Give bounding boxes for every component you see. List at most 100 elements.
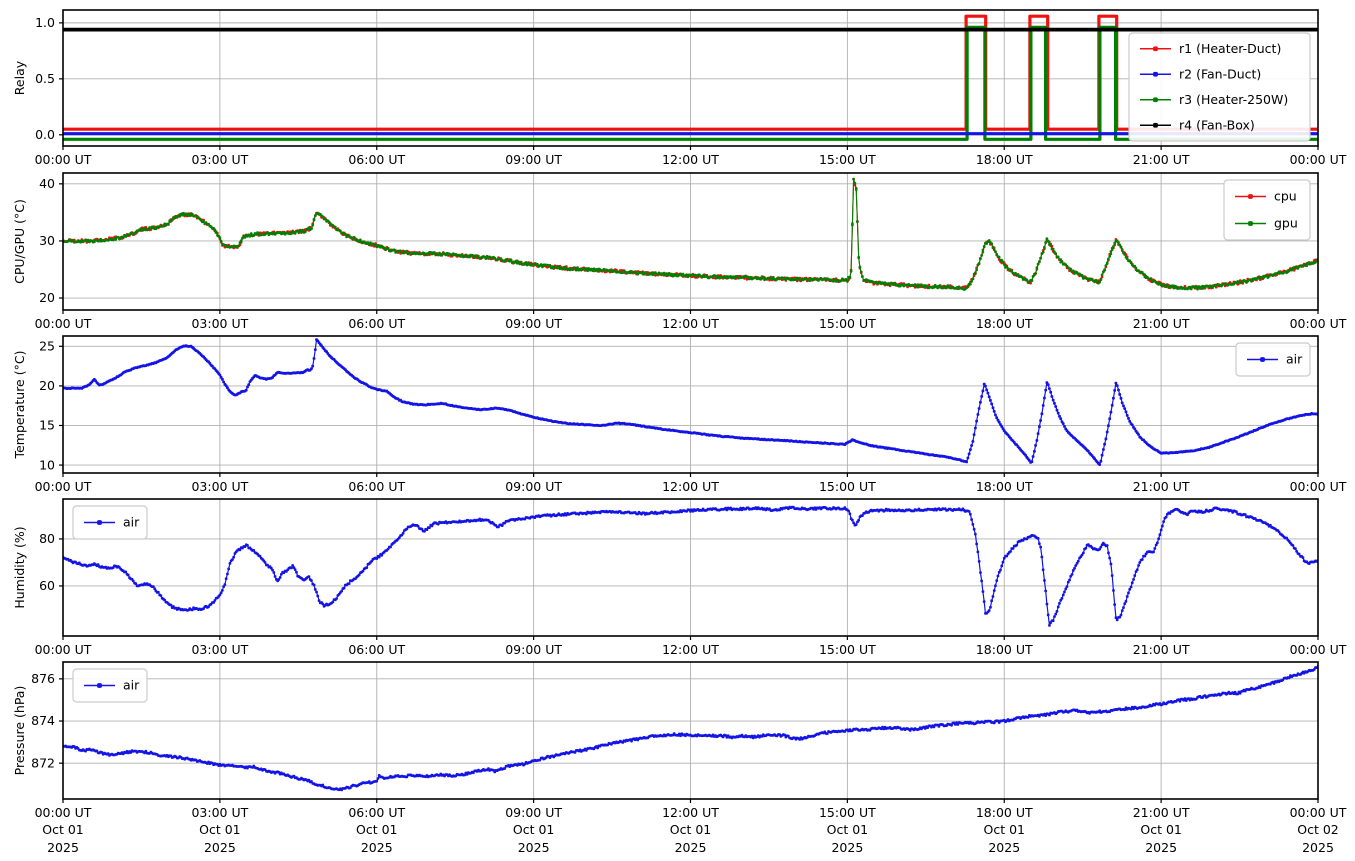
xtick-year-label: 2025 [204, 840, 236, 855]
legend-sample-marker [1153, 46, 1158, 52]
xtick-label: 09:00 UT [505, 479, 562, 494]
xtick-label: 06:00 UT [348, 316, 405, 331]
xtick-year-label: 2025 [361, 840, 393, 855]
xtick-label: 03:00 UT [191, 152, 248, 167]
xtick-year-label: 2025 [47, 840, 79, 855]
xtick-year-label: 2025 [1302, 840, 1334, 855]
xtick-label: 15:00 UT [819, 805, 876, 820]
xtick-year-label: 2025 [831, 840, 863, 855]
xtick-label: 18:00 UT [976, 152, 1033, 167]
ylabel-cpu-gpu: CPU/GPU (°C) [12, 199, 27, 284]
markers-air [63, 338, 1318, 466]
series-group-relay [63, 14, 1318, 141]
legend-label: r2 (Fan-Duct) [1179, 66, 1261, 81]
ylabel-humidity: Humidity (%) [12, 526, 27, 608]
legend-label: gpu [1274, 216, 1298, 231]
trace-r3 [63, 25, 1318, 141]
xtick-label: 00:00 UT [35, 152, 92, 167]
xtick-label: 00:00 UT [1290, 805, 1347, 820]
legend-box [1128, 32, 1311, 142]
legend-label: air [123, 515, 140, 530]
xtick-label: 00:00 UT [1290, 642, 1347, 657]
xtick-label: 15:00 UT [819, 479, 876, 494]
legend-relay: r1 (Heater-Duct) r2 (Fan-Duct) r3 (Heater-… [1128, 32, 1311, 142]
legend-label: r4 (Fan-Box) [1179, 117, 1255, 132]
legend-label: r1 (Heater-Duct) [1179, 41, 1281, 56]
xtick-label: 00:00 UT [35, 642, 92, 657]
xtick-label: 03:00 UT [191, 316, 248, 331]
ytick-label: 872 [31, 755, 55, 770]
ytick-label: 1.0 [35, 15, 55, 30]
xtick-label: 12:00 UT [662, 642, 719, 657]
trace-r1 [63, 14, 1318, 131]
series-group-temperature [63, 338, 1318, 466]
legend-label: r3 (Heater-250W) [1179, 92, 1288, 107]
tick-marks [59, 22, 1319, 150]
legend-sample-marker [1153, 97, 1158, 103]
legend-sample-marker [97, 683, 102, 688]
ytick-label: 60 [39, 578, 55, 593]
xtick-label: 00:00 UT [1290, 152, 1347, 167]
xtick-label: 06:00 UT [348, 479, 405, 494]
xtick-year-label: 2025 [988, 840, 1020, 855]
legend-label: air [1286, 352, 1303, 367]
ylabel-pressure: Pressure (hPa) [12, 686, 27, 776]
series-group-pressure [63, 665, 1318, 792]
xtick-date-label: Oct 01 [42, 822, 84, 837]
legend-sample-marker [1153, 71, 1158, 77]
xtick-label: 18:00 UT [976, 479, 1033, 494]
xtick-label: 21:00 UT [1133, 642, 1190, 657]
xtick-label: 12:00 UT [662, 479, 719, 494]
xtick-label: 03:00 UT [191, 479, 248, 494]
ytick-label: 20 [39, 378, 55, 393]
xtick-label: 03:00 UT [191, 642, 248, 657]
xtick-label: 21:00 UT [1133, 805, 1190, 820]
legend-sample-marker [1248, 194, 1253, 199]
ytick-label: 874 [31, 713, 55, 728]
panel-temperature: 10 15 20 25 00:00 UT 03:00 UT 06:00 UT 09:00 UT… [12, 335, 1347, 494]
ylabel-relay: Relay [12, 60, 27, 95]
xtick-label: 21:00 UT [1133, 152, 1190, 167]
markers-gpu [63, 177, 1318, 291]
xtick-label: 06:00 UT [348, 642, 405, 657]
ytick-label: 80 [39, 531, 55, 546]
legend-sample-marker [1248, 221, 1253, 226]
markers-air [63, 505, 1318, 627]
xtick-label: 00:00 UT [1290, 479, 1347, 494]
xtick-label: 18:00 UT [976, 642, 1033, 657]
xtick-date-label: Oct 01 [984, 822, 1026, 837]
xtick-label: 09:00 UT [505, 805, 562, 820]
xtick-label: 09:00 UT [505, 152, 562, 167]
xtick-year-label: 2025 [518, 840, 550, 855]
tick-marks [59, 345, 1319, 477]
panel-cpu-gpu: 20 30 40 00:00 UT 03:00 UT 06:00 UT 09:00 UT 12… [12, 172, 1347, 331]
ytick-label: 20 [39, 290, 55, 305]
xtick-label: 00:00 UT [1290, 316, 1347, 331]
legend-sample-marker [97, 520, 102, 525]
xtick-date-label: Oct 01 [513, 822, 555, 837]
xtick-label: 09:00 UT [505, 316, 562, 331]
ytick-label: 0.0 [35, 127, 55, 142]
markers-air [63, 665, 1318, 792]
xtick-label: 18:00 UT [976, 316, 1033, 331]
legend-pressure: air [72, 668, 148, 703]
legend-label: air [123, 678, 140, 693]
legend-label: cpu [1274, 189, 1297, 204]
tick-marks [59, 538, 1319, 640]
xtick-date-label: Oct 02 [1297, 822, 1339, 837]
xtick-label: 09:00 UT [505, 642, 562, 657]
xtick-label: 06:00 UT [348, 805, 405, 820]
xtick-year-label: 2025 [1145, 840, 1177, 855]
ytick-label: 30 [39, 233, 55, 248]
xtick-date-label: Oct 01 [670, 822, 712, 837]
xtick-date-label: Oct 01 [1140, 822, 1182, 837]
xtick-year-label: 2025 [675, 840, 707, 855]
xtick-date-label: Oct 01 [827, 822, 869, 837]
xtick-label: 06:00 UT [348, 152, 405, 167]
xtick-label: 15:00 UT [819, 316, 876, 331]
legend-cpu-gpu: cpu gpu [1223, 179, 1311, 241]
ytick-label: 10 [39, 457, 55, 472]
xtick-label: 21:00 UT [1133, 479, 1190, 494]
